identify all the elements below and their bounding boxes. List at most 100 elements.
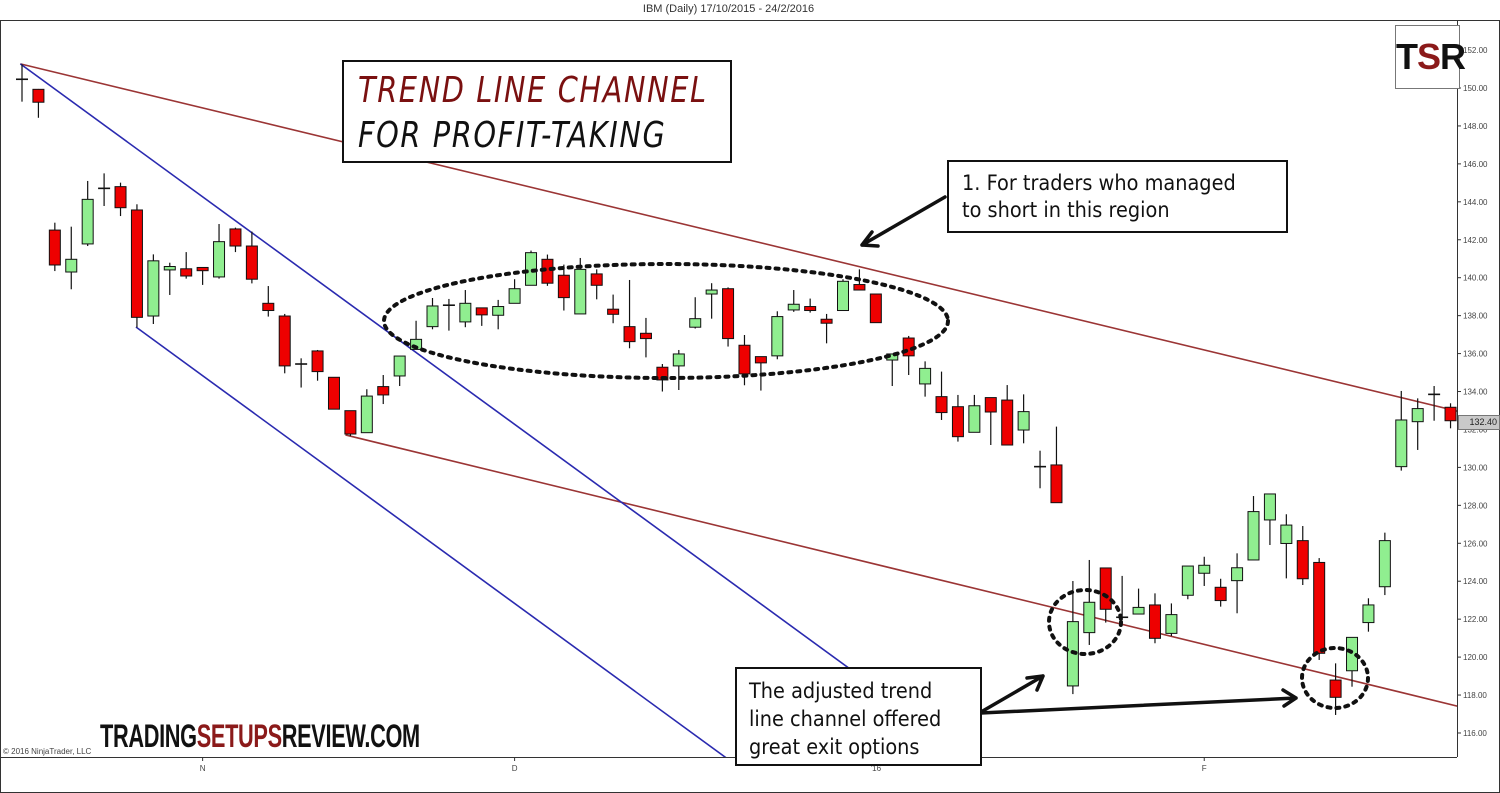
trend-lines [19,63,1457,757]
candle-body-down [754,356,767,364]
candle [295,358,308,388]
candle-body-down [722,288,735,340]
candle-body-down [820,318,833,324]
candle [1313,558,1326,660]
candle [180,252,193,279]
candle-body-up [1017,411,1030,431]
x-tick-label: '16 [871,764,882,773]
candle-body-down [590,273,603,286]
exit-circle-1 [1047,588,1123,656]
short-region-ellipse [382,262,950,380]
candle [147,254,160,324]
candle-body-down [344,410,357,435]
note1-line-2: to short in this region [962,198,1170,222]
lower-trend-line [345,434,1457,707]
y-tick-label: 146.00 [1463,160,1488,169]
candle [426,297,439,330]
arrow-to-exit-2 [979,688,1298,715]
copyright-text: © 2016 NinjaTrader, LLC [3,747,92,756]
candle-body-up [689,318,702,328]
candle-body-up [672,353,685,367]
candle-body-up [1132,606,1145,615]
candle [278,313,291,374]
candle-body-up [968,405,981,433]
candle-body-down [262,302,275,312]
candle-body-up [393,355,406,377]
candle-body-up [147,260,160,317]
y-tick-label: 144.00 [1463,198,1488,207]
candle [475,307,488,326]
website-watermark: TRADINGSETUPSREVIEW.COM [100,718,420,755]
candle-body-up [837,280,849,312]
candle [672,349,685,391]
y-tick-label: 142.00 [1463,236,1488,245]
candle [1362,598,1375,632]
y-tick-label: 128.00 [1463,501,1488,510]
y-tick-label: 122.00 [1463,615,1488,624]
candle [1165,603,1178,637]
candle-body-down [557,274,570,299]
candle [804,298,817,313]
candle-body-down [1329,679,1342,698]
candle-body-up [81,198,94,245]
note1-line-1: 1. For traders who managed [962,171,1236,195]
candle-body-down [130,209,143,318]
candle [607,294,620,324]
candle [1263,493,1276,545]
candle-body-down [377,386,390,396]
candle [1231,553,1244,614]
candle [951,394,964,442]
candle [1428,386,1441,421]
candle-body-down [311,350,324,373]
candle-body-down [853,284,866,291]
candle-body-down [951,406,964,438]
candle [919,361,932,397]
candle [623,279,636,349]
candle [213,224,226,279]
candle-body-up [1395,419,1408,468]
y-tick-label: 140.00 [1463,274,1488,283]
candle-body-down [984,397,997,413]
candle-body-up [1247,511,1260,561]
y-tick-label: 134.00 [1463,388,1488,397]
channel-line-lower [135,326,727,757]
candle-body-up [360,395,373,434]
upper-trend-line [20,63,1457,412]
candle-body-down [114,186,127,209]
candle [65,226,78,290]
candle [771,311,784,360]
x-tick-label: D [512,764,518,773]
candle-body-up [1280,524,1293,544]
candle-body-down [245,245,258,280]
candle [229,227,242,253]
candle-body-down [623,326,636,343]
candle [869,293,882,324]
candle [1001,385,1014,446]
watermark-part-3: REVIEW.COM [281,718,420,754]
candle [32,88,45,118]
candle-body-down [1296,540,1309,580]
candle-body-down [1001,399,1014,446]
annotation-markings [382,195,1370,715]
channel-line-upper [19,63,973,757]
candle [1148,593,1161,644]
note2-line-2: line channel offered [749,707,942,731]
candle-body-up [1231,567,1244,582]
candle-body-up [492,306,505,316]
candle [130,204,143,328]
candle [1181,565,1194,600]
arrow-to-upper-trend-line [860,195,947,248]
candle [1378,532,1391,596]
headline-line-2: FOR PROFIT-TAKING [358,115,667,156]
tsr-logo: TSR [1395,25,1466,89]
candle [327,376,340,410]
candle-body-up [919,367,932,385]
watermark-part-1: TRADING [100,718,197,754]
candle [1395,390,1408,471]
candle-body-down [869,293,882,324]
candle [1034,450,1047,489]
candle [442,298,455,331]
candle-body-down [32,88,45,103]
y-tick-label: 126.00 [1463,539,1488,548]
candle [1050,426,1063,504]
